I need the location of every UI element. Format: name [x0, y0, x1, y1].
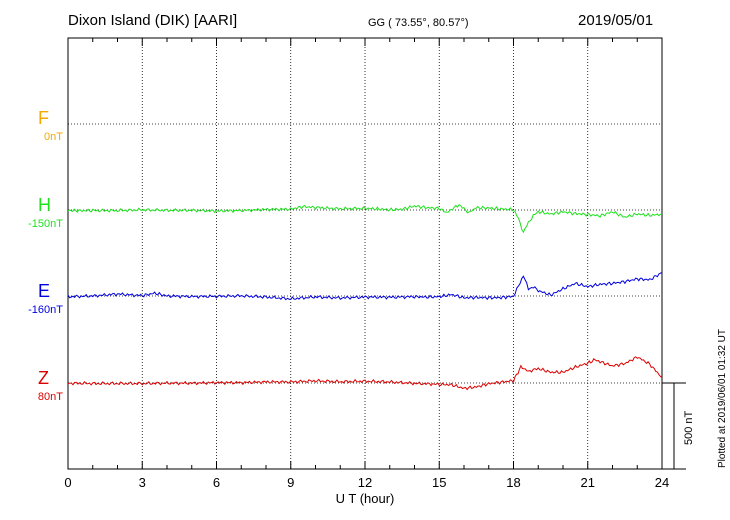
x-tick-label-6: 6	[213, 475, 220, 490]
station-title: Dixon Island (DIK) [AARI]	[68, 12, 238, 29]
channel-label-E: E	[38, 281, 51, 301]
channel-label-H: H	[38, 195, 51, 215]
x-tick-label-9: 9	[287, 475, 294, 490]
series-line-E	[67, 272, 663, 301]
x-tick-label-21: 21	[581, 475, 595, 490]
scale-bar-label: 500 nT	[683, 410, 695, 445]
channel-baseline-E: -160nT	[28, 304, 63, 316]
x-axis-tick-labels: 0 3 6 9 12 15 18 21 24	[64, 475, 669, 490]
channel-label-F: F	[38, 108, 49, 128]
x-tick-label-24: 24	[655, 475, 669, 490]
channel-baseline-F: 0nT	[44, 131, 63, 143]
scale-bar	[662, 382, 686, 470]
series-line-H	[67, 204, 663, 234]
record-date: 2019/05/01	[578, 12, 654, 29]
grid-lines	[68, 38, 662, 469]
x-tick-label-3: 3	[139, 475, 146, 490]
x-tick-label-12: 12	[358, 475, 372, 490]
station-coordinates: GG ( 73.55°, 80.57°)	[368, 17, 469, 29]
series-lines	[67, 204, 663, 391]
channel-baseline-H: -150nT	[28, 218, 63, 230]
x-tick-label-18: 18	[506, 475, 520, 490]
x-tick-label-0: 0	[64, 475, 71, 490]
plotted-timestamp: Plotted at 2019/06/01 01:32 UT	[717, 329, 728, 468]
channel-label-Z: Z	[38, 368, 49, 388]
x-axis-title: U T (hour)	[336, 491, 395, 506]
x-tick-label-15: 15	[432, 475, 446, 490]
x-axis-ticks	[67, 38, 663, 469]
series-line-Z	[67, 356, 663, 391]
channel-baseline-Z: 80nT	[37, 391, 63, 403]
